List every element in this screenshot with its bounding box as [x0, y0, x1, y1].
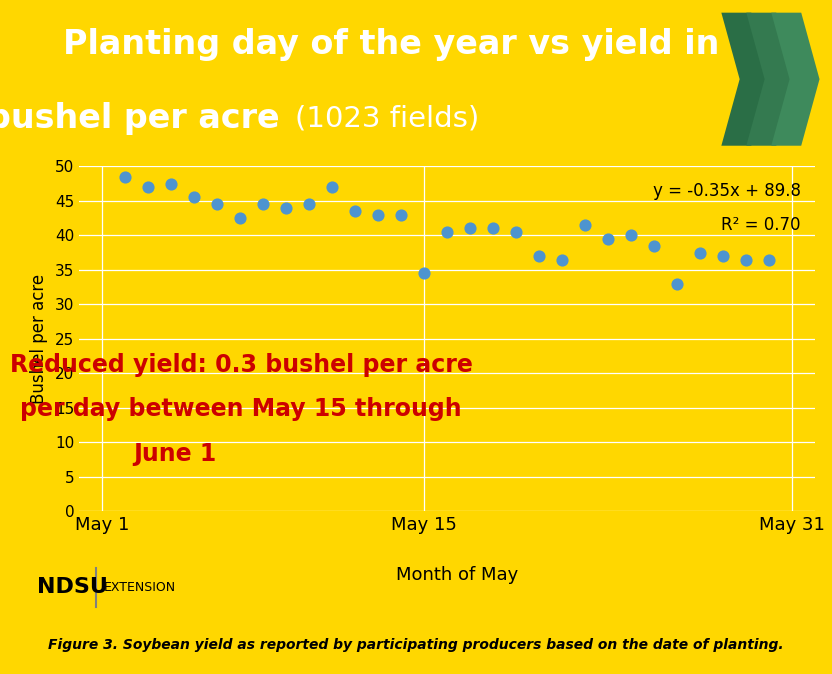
- Point: [740, 254, 753, 265]
- Point: [647, 241, 661, 251]
- Point: [280, 202, 293, 213]
- Text: R² = 0.70: R² = 0.70: [721, 216, 800, 235]
- Point: [256, 199, 270, 210]
- Point: [463, 223, 477, 234]
- Point: [141, 182, 155, 193]
- Point: [234, 213, 247, 224]
- Point: [118, 171, 131, 182]
- Point: [349, 206, 362, 216]
- Point: [602, 233, 615, 244]
- Point: [303, 199, 316, 210]
- Point: [694, 247, 707, 258]
- Text: Reduced yield: 0.3 bushel per acre: Reduced yield: 0.3 bushel per acre: [10, 353, 473, 377]
- Point: [394, 210, 408, 220]
- Point: [487, 223, 500, 234]
- Point: [625, 230, 638, 241]
- Point: [763, 254, 776, 265]
- Text: per day between May 15 through: per day between May 15 through: [20, 398, 462, 421]
- Point: [187, 192, 201, 203]
- Text: y = -0.35x + 89.8: y = -0.35x + 89.8: [652, 182, 800, 200]
- Text: bushel per acre: bushel per acre: [0, 102, 291, 135]
- Y-axis label: Bushel per acre: Bushel per acre: [30, 274, 48, 404]
- Point: [372, 210, 385, 220]
- Text: Month of May: Month of May: [397, 566, 518, 584]
- Text: (1023 fields): (1023 fields): [295, 104, 479, 133]
- Text: EXTENSION: EXTENSION: [104, 581, 176, 594]
- Point: [532, 251, 546, 262]
- Point: [556, 254, 569, 265]
- Polygon shape: [771, 13, 820, 146]
- Point: [716, 251, 730, 262]
- Point: [441, 226, 454, 237]
- Point: [509, 226, 522, 237]
- Point: [671, 278, 684, 289]
- Point: [210, 199, 224, 210]
- Text: Figure 3. Soybean yield as reported by participating producers based on the date: Figure 3. Soybean yield as reported by p…: [48, 638, 784, 652]
- Polygon shape: [721, 13, 770, 146]
- Point: [578, 220, 592, 231]
- Point: [165, 178, 178, 189]
- Point: [418, 268, 431, 279]
- Text: Planting day of the year vs yield in: Planting day of the year vs yield in: [63, 28, 719, 61]
- Text: NDSU: NDSU: [37, 578, 108, 597]
- Text: June 1: June 1: [133, 442, 216, 466]
- Polygon shape: [746, 13, 795, 146]
- Point: [325, 182, 339, 193]
